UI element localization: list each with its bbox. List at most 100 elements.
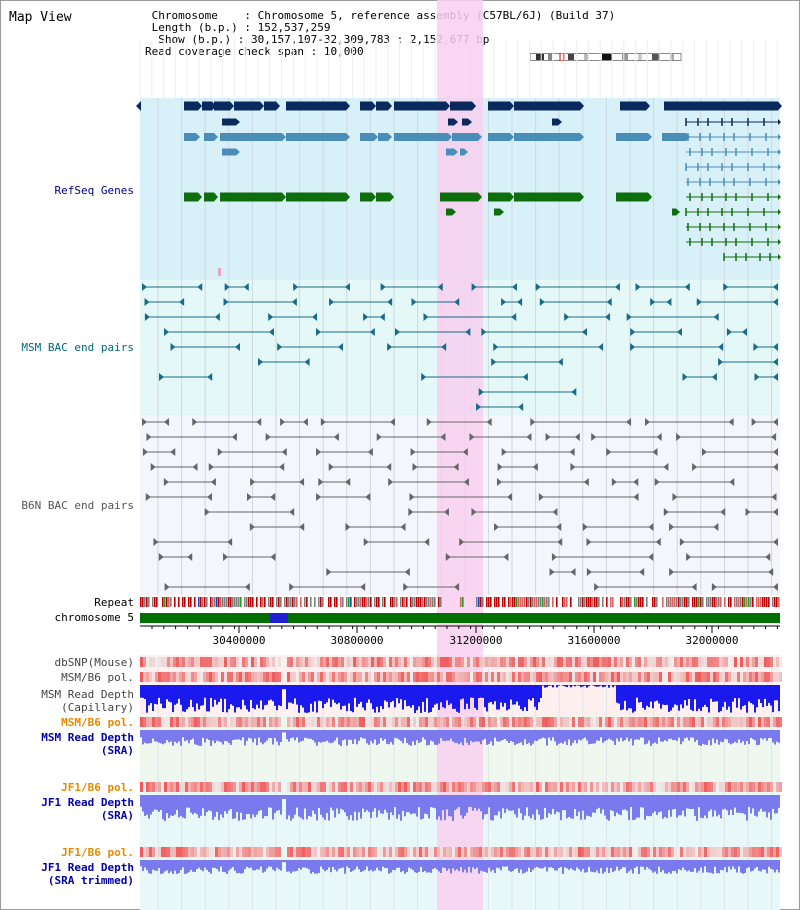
depth-bar: [162, 795, 164, 820]
chromosome-ideogram[interactable]: [530, 53, 682, 61]
heat-cell: [614, 782, 617, 792]
depth-bar: [478, 795, 480, 809]
depth-bar: [256, 795, 258, 815]
bac-end-left: [318, 478, 324, 486]
heat-cell: [290, 672, 293, 682]
bac-end-left: [145, 493, 151, 501]
depth-bar: [626, 795, 628, 811]
repeat-element: [526, 597, 528, 607]
depth-bar: [492, 860, 494, 870]
heat-cell: [353, 672, 356, 682]
heat-cell: [455, 717, 458, 727]
depth-bar: [736, 795, 738, 813]
heat-cell: [575, 672, 578, 682]
depth-bar: [662, 685, 664, 705]
gene-arrow: [478, 192, 482, 202]
bac-end-right: [453, 463, 459, 471]
heat-cell: [242, 782, 245, 792]
depth-bar: [676, 685, 678, 706]
depth-bar: [220, 795, 222, 815]
depth-bar: [232, 795, 234, 819]
depth-bar: [512, 730, 514, 742]
heat-cell: [530, 847, 533, 857]
depth-bar: [456, 730, 458, 743]
bac-end-right: [773, 418, 778, 426]
repeat-element: [152, 597, 154, 607]
depth-bar: [292, 860, 294, 872]
depth-bar: [760, 860, 762, 872]
depth-bar: [434, 730, 436, 745]
depth-bar: [322, 730, 324, 742]
heat-cell: [434, 717, 437, 727]
depth-bar: [684, 860, 686, 870]
heat-cell: [476, 672, 479, 682]
bac-end-right: [582, 328, 588, 336]
bac-end-left: [491, 358, 497, 366]
depth-bar: [616, 860, 618, 867]
depth-bar: [576, 860, 578, 868]
repeat-element: [536, 597, 538, 607]
depth-bar: [402, 730, 404, 744]
depth-bar: [256, 860, 258, 870]
bac-end-right: [440, 433, 446, 441]
heat-cell: [167, 847, 170, 857]
depth-bar: [642, 795, 644, 808]
depth-bar: [698, 860, 700, 871]
depth-bar: [416, 730, 418, 741]
repeat-element: [162, 597, 164, 607]
depth-bar: [384, 685, 386, 701]
repeat-element: [734, 597, 736, 607]
heat-cell: [377, 717, 380, 727]
heat-cell: [293, 782, 296, 792]
heat-cell: [569, 782, 572, 792]
depth-bar: [662, 860, 664, 871]
depth-bar: [392, 795, 394, 816]
depth-bar: [390, 685, 392, 703]
depth-bar: [686, 685, 688, 706]
repeat-element: [626, 597, 628, 607]
heat-cell: [398, 782, 401, 792]
heat-cell: [740, 672, 743, 682]
heat-cell: [314, 847, 317, 857]
heat-cell: [233, 672, 236, 682]
depth-bar: [248, 730, 250, 738]
depth-bar: [680, 685, 682, 705]
heat-cell: [347, 672, 350, 682]
depth-bar: [496, 730, 498, 742]
depth-bar: [242, 860, 244, 874]
depth-bar: [646, 730, 648, 744]
heat-cell: [743, 672, 746, 682]
heat-cell: [605, 782, 608, 792]
heat-cell: [371, 657, 374, 667]
depth-bar: [664, 795, 666, 817]
heat-cell: [695, 847, 698, 857]
depth-bar: [738, 730, 740, 740]
depth-bar: [172, 860, 174, 874]
depth-bar: [484, 860, 486, 872]
depth-bar: [464, 795, 466, 816]
depth-bar: [604, 795, 606, 816]
heat-cell: [224, 717, 227, 727]
depth-bar: [736, 860, 738, 873]
depth-bar: [186, 860, 188, 874]
axis-tick-label: 30800000: [331, 634, 384, 647]
depth-bar: [452, 730, 454, 742]
heat-cell: [152, 782, 155, 792]
heat-cell: [188, 672, 191, 682]
depth-bar: [266, 795, 268, 817]
repeat-element: [740, 597, 742, 607]
depth-bar: [522, 730, 524, 746]
bac-end-right: [243, 283, 249, 291]
heat-cell: [578, 782, 581, 792]
heat-cell: [530, 657, 533, 667]
depth-bar: [406, 730, 408, 743]
gene-arrow: [388, 133, 392, 141]
depth-bar: [498, 685, 500, 710]
depth-bar: [236, 730, 238, 740]
depth-bar: [412, 795, 414, 814]
repeat-element: [522, 597, 524, 607]
depth-bar: [598, 860, 600, 874]
depth-bar: [520, 730, 522, 743]
heat-cell: [587, 672, 590, 682]
